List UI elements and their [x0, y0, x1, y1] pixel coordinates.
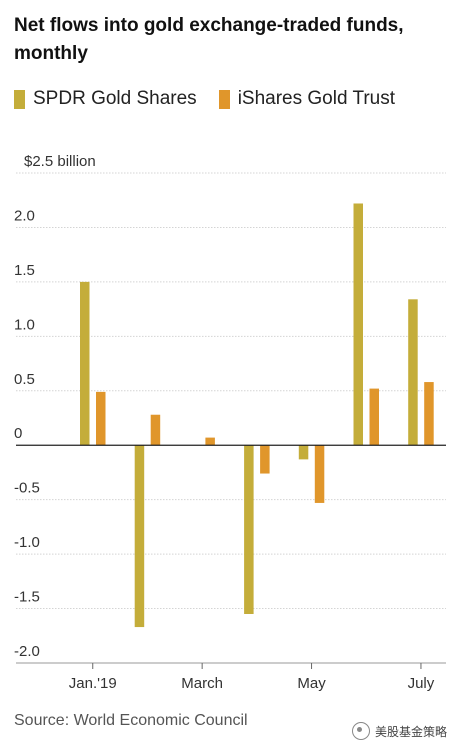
bar-ishares	[150, 414, 161, 446]
chart-title: Net flows into gold exchange-traded fund…	[14, 15, 404, 64]
bar-ishares	[369, 388, 379, 446]
x-tick-label: May	[297, 675, 326, 692]
bar-spdr	[298, 445, 309, 460]
legend: SPDR Gold Shares iShares Gold Trust	[14, 88, 417, 110]
x-tick-label: Jan.'19	[69, 675, 117, 692]
bar-ishares	[205, 437, 215, 446]
wechat-icon	[351, 722, 370, 740]
bar-spdr	[80, 281, 90, 446]
bar-ishares	[314, 445, 325, 503]
y-tick-label: -1.0	[14, 534, 40, 551]
y-tick-label: 1.0	[14, 316, 35, 333]
legend-swatch-ishares	[218, 89, 230, 109]
x-tick-label: March	[181, 675, 223, 692]
bar-spdr	[244, 445, 254, 614]
y-tick-label: 0.5	[14, 371, 35, 388]
x-tick-label: July	[408, 675, 435, 692]
y-tick-label: 1.5	[14, 262, 35, 279]
legend-item-spdr: SPDR Gold Shares	[14, 88, 197, 110]
bar-ishares	[260, 445, 270, 474]
bar-spdr	[353, 203, 363, 446]
legend-swatch-spdr	[14, 89, 25, 109]
source-note: Source: World Economic Council	[14, 712, 248, 729]
bar-spdr	[134, 445, 145, 628]
bar-ishares	[424, 382, 434, 446]
y-tick-label: -0.5	[14, 480, 40, 497]
y-tick-label: -2.0	[14, 643, 40, 660]
y-tick-label: $2.5 billion	[24, 153, 96, 170]
bar-spdr	[408, 299, 418, 446]
y-tick-label: -1.5	[14, 589, 40, 606]
y-tick-label: 2.0	[14, 207, 35, 224]
watermark-text: 美股基金策略	[374, 724, 447, 739]
watermark: 美股基金策略	[351, 722, 447, 740]
legend-label-ishares: iShares Gold Trust	[237, 88, 396, 109]
legend-label-spdr: SPDR Gold Shares	[33, 88, 197, 109]
y-tick-label: 0	[14, 425, 22, 442]
legend-item-ishares: iShares Gold Trust	[218, 88, 396, 110]
bar-ishares	[96, 391, 106, 446]
